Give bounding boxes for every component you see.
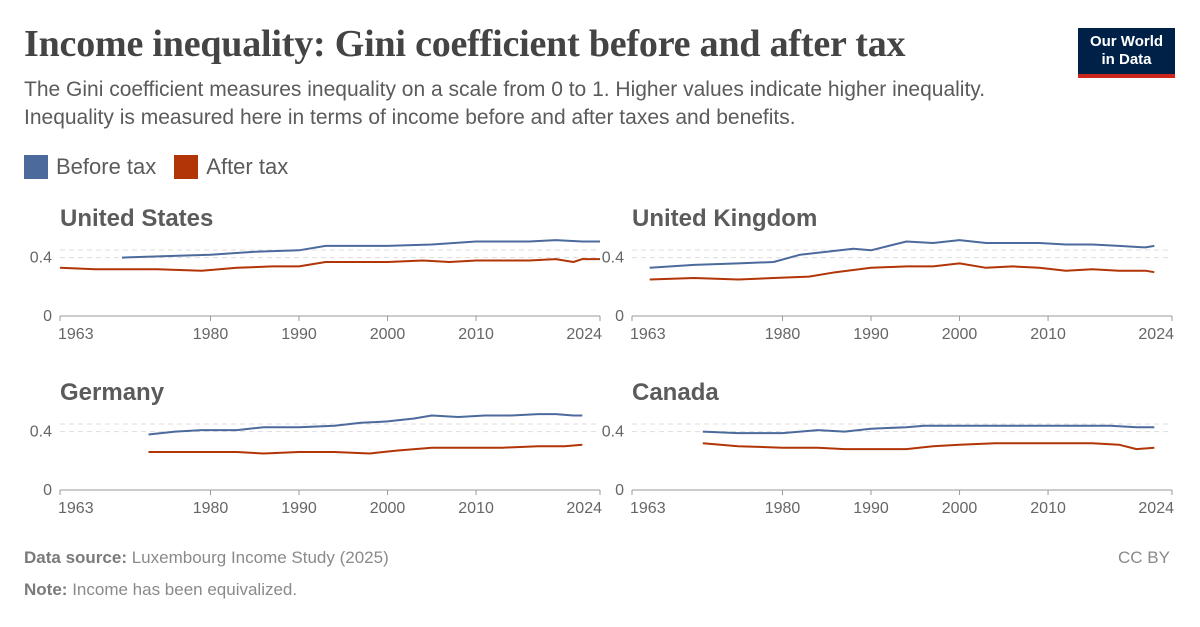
panel-title: Canada [632, 379, 719, 406]
logo-line-2: in Data [1101, 51, 1152, 68]
panel-germany: Germany 0 0.4 1963 1980 1990 2000 2010 2024 [30, 379, 602, 517]
legend-item-before-tax[interactable]: Before tax [24, 154, 156, 180]
y-tick-label-0-4: 0.4 [602, 424, 624, 441]
our-world-in-data-logo[interactable]: Our World in Data [1078, 28, 1175, 78]
x-tick-label-2000: 2000 [942, 500, 978, 517]
logo-line-1: Our World [1089, 33, 1164, 50]
panel-title: United Kingdom [632, 205, 817, 232]
y-tick-label-0: 0 [43, 308, 52, 325]
legend-item-after-tax[interactable]: After tax [174, 154, 288, 180]
x-tick-label-2010: 2010 [458, 326, 494, 343]
note-text: Income has been equivalized. [72, 580, 298, 599]
x-tick-label-2024: 2024 [566, 326, 602, 343]
x-tick-label-1963: 1963 [630, 326, 666, 343]
x-tick-label-2000: 2000 [370, 500, 406, 517]
x-tick-label-1990: 1990 [281, 326, 317, 343]
x-tick-label-1963: 1963 [58, 326, 94, 343]
x-tick-label-2010: 2010 [1030, 326, 1066, 343]
y-tick-label-0: 0 [43, 482, 52, 499]
data-source-text[interactable]: Luxembourg Income Study (2025) [131, 548, 389, 567]
license[interactable]: CC BY [1118, 548, 1170, 567]
panel-title: Germany [60, 379, 165, 406]
series-line-before-tax-canada[interactable] [702, 424, 1155, 435]
x-tick-label-2000: 2000 [370, 326, 406, 343]
panel-united-kingdom: United Kingdom 0 0.4 1963 1980 1990 2000 2010 20… [602, 205, 1174, 343]
chart-title: Income inequality: Gini coefficient befo… [24, 23, 906, 65]
series-line-after-tax-united-kingdom[interactable] [649, 262, 1155, 281]
data-source: Data source: Luxembourg Income Study (20… [24, 548, 389, 568]
x-tick-label-2024: 2024 [1138, 500, 1174, 517]
legend-label-after-tax: After tax [206, 154, 289, 179]
legend-swatch-after-tax [174, 155, 199, 179]
panel-canada: Canada 0 0.4 1963 1980 1990 2000 2010 2024 [602, 379, 1174, 517]
legend-swatch-before-tax [24, 155, 48, 179]
x-tick-label-1980: 1980 [765, 326, 801, 343]
series-line-before-tax-united-kingdom[interactable] [649, 239, 1155, 269]
panel-title: United States [60, 205, 213, 232]
note-label: Note: [24, 580, 68, 599]
x-tick-label-1980: 1980 [193, 500, 229, 517]
x-tick-label-1963: 1963 [630, 500, 666, 517]
y-tick-label-0: 0 [615, 482, 624, 499]
series-line-after-tax-united-states[interactable] [59, 258, 600, 272]
x-tick-label-2010: 2010 [458, 500, 494, 517]
x-tick-label-2024: 2024 [566, 500, 602, 517]
panel-united-states: United States 0 0.4 1963 1980 1990 2000 2010 202… [30, 205, 602, 343]
y-tick-label-0-4: 0.4 [30, 424, 52, 441]
x-tick-label-1990: 1990 [853, 500, 889, 517]
y-tick-label-0: 0 [615, 308, 624, 325]
x-tick-label-2000: 2000 [942, 326, 978, 343]
legend-label-before-tax: Before tax [56, 154, 157, 179]
x-tick-label-1990: 1990 [281, 500, 317, 517]
x-tick-label-1980: 1980 [193, 326, 229, 343]
chart-subtitle: The Gini coefficient measures inequality… [24, 78, 986, 129]
series-line-before-tax-germany[interactable] [148, 413, 583, 436]
series-line-before-tax-united-states[interactable] [121, 239, 600, 259]
x-tick-label-2024: 2024 [1138, 326, 1174, 343]
chart-note: Note: Income has been equivalized. [24, 580, 297, 600]
data-source-label: Data source: [24, 548, 127, 567]
x-tick-label-1963: 1963 [58, 500, 94, 517]
y-tick-label-0-4: 0.4 [30, 250, 52, 267]
chart-legend: Before tax After tax [24, 154, 306, 180]
series-line-after-tax-germany[interactable] [148, 443, 583, 455]
x-tick-label-1990: 1990 [853, 326, 889, 343]
x-tick-label-2010: 2010 [1030, 500, 1066, 517]
x-tick-label-1980: 1980 [765, 500, 801, 517]
y-tick-label-0-4: 0.4 [602, 250, 624, 267]
series-line-after-tax-canada[interactable] [702, 442, 1155, 451]
